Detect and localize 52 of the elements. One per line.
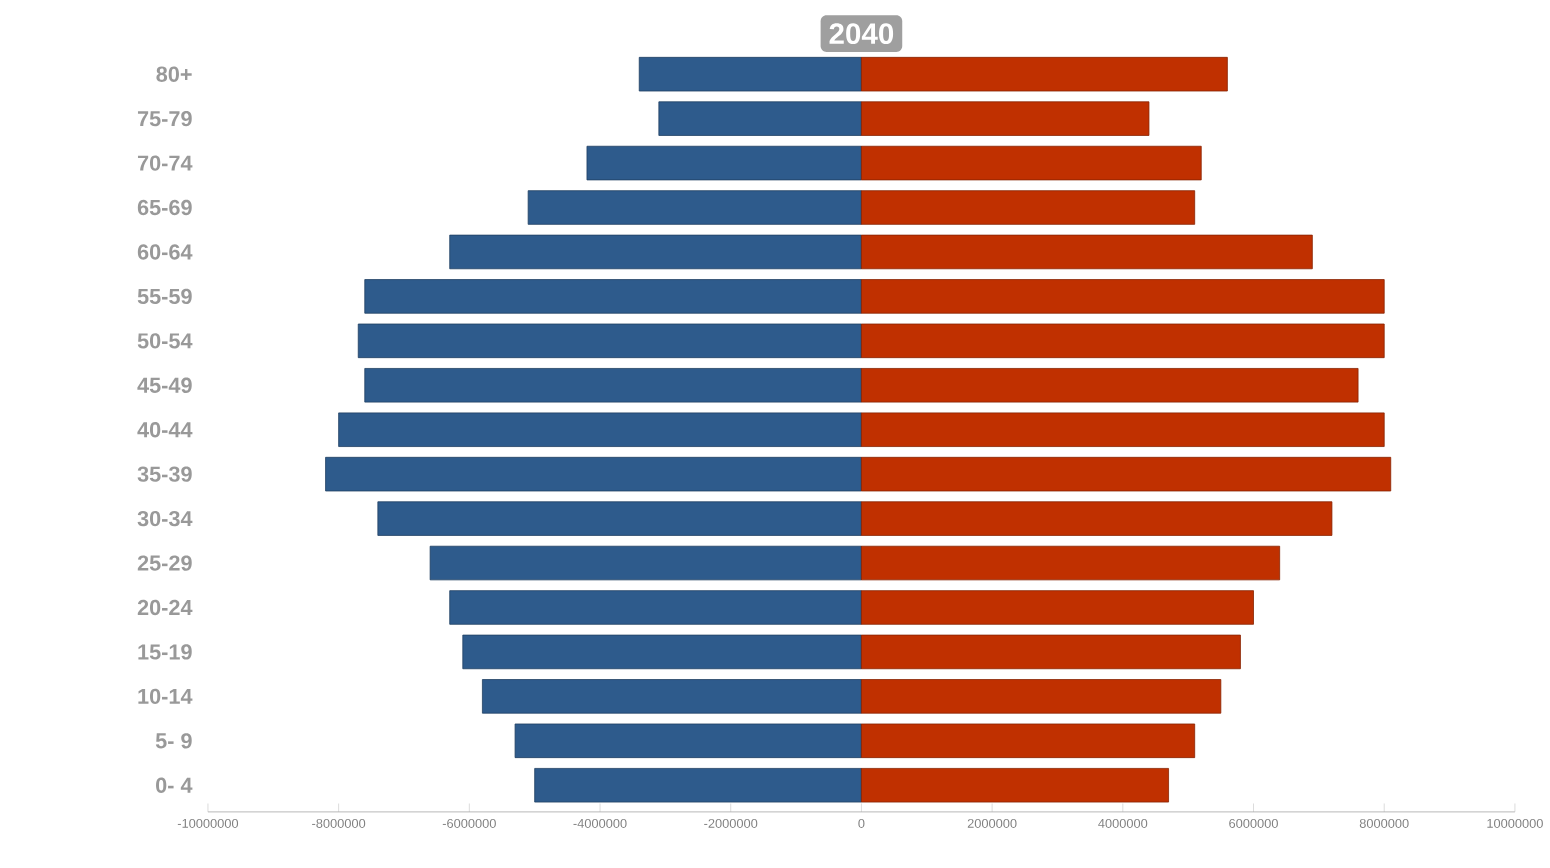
bar — [861, 457, 1392, 492]
y-tick-label: 65-69 — [137, 200, 192, 216]
y-tick-label: 50-54 — [137, 333, 193, 349]
y-tick-label: 20-24 — [137, 600, 193, 616]
bar — [325, 457, 862, 492]
y-tick-label: 70-74 — [137, 155, 193, 172]
bar — [861, 412, 1385, 448]
bar — [861, 723, 1196, 759]
y-tick-label: 15-19 — [138, 644, 192, 660]
bar — [861, 146, 1202, 181]
bar — [377, 501, 862, 537]
bar — [861, 501, 1333, 537]
bar — [586, 146, 862, 181]
bar — [658, 101, 862, 137]
bar — [861, 235, 1313, 270]
bar — [534, 768, 862, 803]
bar — [449, 590, 862, 626]
y-tick-label: 0- 4 — [156, 777, 193, 794]
bar — [338, 412, 862, 448]
bar — [638, 57, 862, 92]
bar — [861, 57, 1228, 92]
bar — [861, 323, 1385, 359]
bar — [482, 679, 862, 714]
bar — [861, 368, 1359, 403]
bar — [861, 679, 1222, 714]
bar — [364, 279, 862, 314]
y-tick-label: 75-79 — [137, 111, 192, 127]
y-tick-label: 30-34 — [137, 511, 193, 527]
bar — [429, 546, 862, 581]
y-tick-label: 40-44 — [137, 422, 193, 438]
bar — [462, 635, 862, 670]
bar — [861, 546, 1281, 581]
y-tick-label: 10-14 — [138, 689, 193, 705]
y-tick-label: 45-49 — [137, 377, 192, 394]
bar — [357, 323, 862, 359]
bar — [364, 368, 862, 403]
bar — [861, 768, 1169, 803]
y-tick-label: 5- 9 — [155, 733, 192, 749]
y-tick-label: 60-64 — [137, 244, 193, 260]
chart-title: 2040 — [829, 23, 894, 45]
bar — [861, 590, 1254, 626]
y-tick-label: 55-59 — [137, 289, 192, 305]
bar — [861, 190, 1196, 226]
bar — [449, 235, 862, 270]
bar — [861, 101, 1150, 137]
bar — [527, 190, 862, 226]
bar — [861, 635, 1241, 670]
y-tick-label: 35-39 — [137, 466, 192, 483]
bar — [514, 723, 862, 759]
bar — [861, 279, 1385, 314]
y-tick-label: 25-29 — [137, 555, 192, 572]
y-tick-label: 80+ — [156, 66, 192, 83]
